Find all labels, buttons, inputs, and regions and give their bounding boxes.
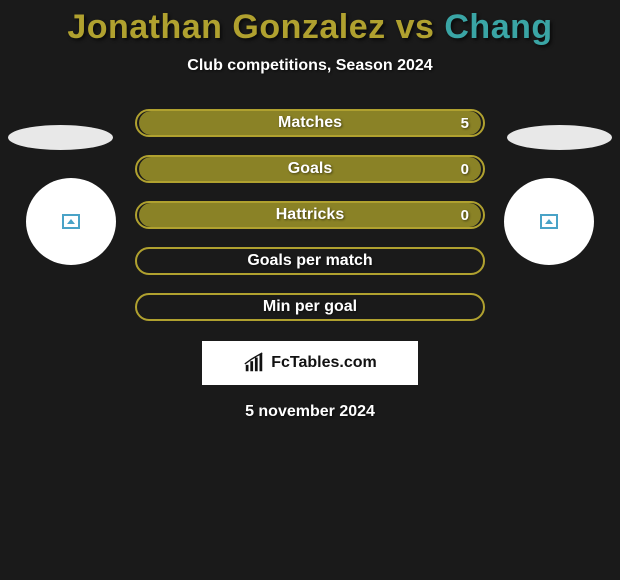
stat-value-right: 0 [461,161,469,178]
stat-value-right: 5 [461,115,469,132]
player-avatar-left [26,178,116,265]
footer-date: 5 november 2024 [0,403,620,421]
subtitle: Club competitions, Season 2024 [0,57,620,75]
stat-label: Goals [288,160,332,178]
brand-text: FcTables.com [271,354,377,372]
title-player-right: Chang [444,8,552,46]
team-flag-right-placeholder [507,125,612,150]
stat-row-goals-per-match: Goals per match [135,247,485,275]
stat-label: Goals per match [247,252,372,270]
stat-row-matches: Matches 5 [135,109,485,137]
stat-label: Min per goal [263,298,357,316]
stat-label: Matches [278,114,342,132]
stats-container: Matches 5 Goals 0 Hattricks 0 Goals per … [135,109,485,321]
brand-badge[interactable]: FcTables.com [202,341,418,385]
player-avatar-right [504,178,594,265]
team-flag-left-placeholder [8,125,113,150]
stat-row-min-per-goal: Min per goal [135,293,485,321]
stat-label: Hattricks [276,206,344,224]
image-placeholder-icon [62,214,80,229]
page-title: Jonathan Gonzalez vs Chang [0,0,620,47]
stat-value-right: 0 [461,207,469,224]
chart-icon [243,352,265,374]
stat-row-goals: Goals 0 [135,155,485,183]
title-player-left: Jonathan Gonzalez [67,8,385,46]
title-vs: vs [386,8,445,46]
stat-row-hattricks: Hattricks 0 [135,201,485,229]
image-placeholder-icon [540,214,558,229]
